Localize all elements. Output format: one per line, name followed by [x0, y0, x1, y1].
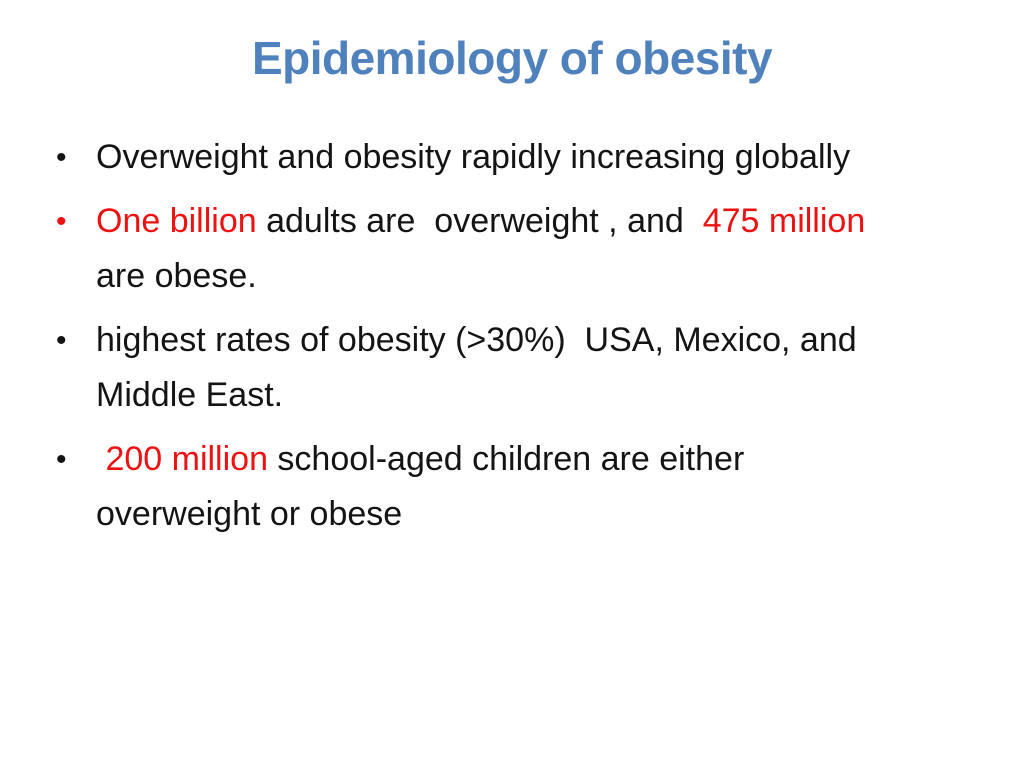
- bullet-marker: •: [56, 323, 67, 357]
- bullet-item: • 200 million school-aged children are e…: [56, 432, 1024, 542]
- bullet-text: One billion adults are overweight , and …: [96, 194, 896, 304]
- text-segment: are obese.: [96, 201, 875, 295]
- bullet-text: Overweight and obesity rapidly increasin…: [96, 130, 896, 185]
- text-segment: 475 million: [702, 201, 866, 240]
- text-segment: One billion: [96, 201, 257, 240]
- bullet-list: • Overweight and obesity rapidly increas…: [56, 130, 1024, 542]
- bullet-marker: •: [56, 442, 67, 476]
- text-segment: Overweight and obesity rapidly increasin…: [96, 137, 851, 176]
- bullet-marker: •: [56, 140, 67, 174]
- bullet-text: 200 million school-aged children are eit…: [96, 432, 896, 542]
- page-title: Epidemiology of obesity: [251, 32, 773, 84]
- bullet-marker: •: [56, 204, 67, 238]
- bullet-item: • highest rates of obesity (>30%) USA, M…: [56, 313, 1024, 423]
- text-segment: school-aged children are either overweig…: [96, 439, 754, 533]
- bullet-item: • Overweight and obesity rapidly increas…: [56, 130, 1024, 185]
- text-segment: adults are overweight , and: [256, 201, 703, 240]
- text-segment: highest rates of obesity (>30%) USA, Mex…: [96, 320, 876, 414]
- bullet-text: highest rates of obesity (>30%) USA, Mex…: [96, 313, 896, 423]
- text-segment: 200 million: [96, 439, 268, 478]
- bullet-item: • One billion adults are overweight , an…: [56, 194, 1024, 304]
